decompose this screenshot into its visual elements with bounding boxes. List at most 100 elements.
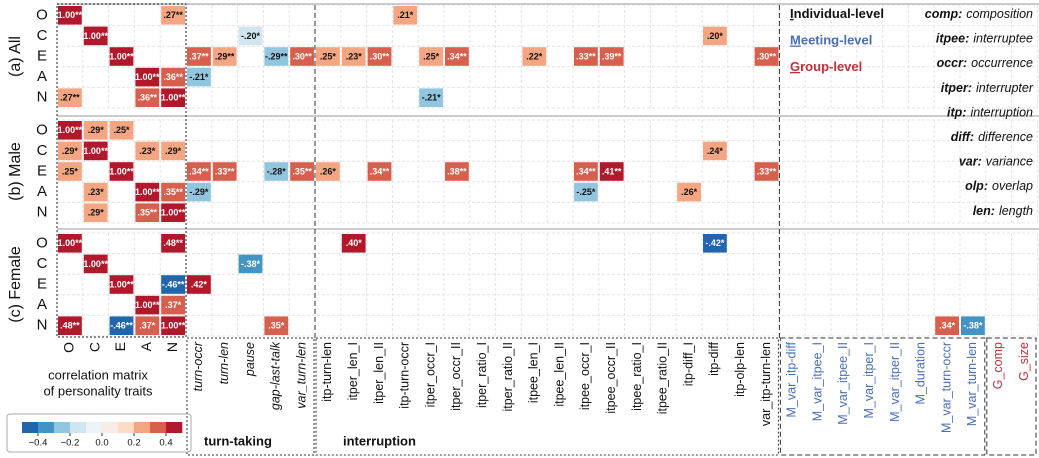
row-label: C [37, 255, 48, 272]
heatmap-cell [599, 162, 624, 181]
column-label: M_var_itp-diff [785, 341, 799, 417]
colorbar-segment [70, 422, 87, 433]
cell-label: .33** [576, 51, 596, 61]
colorbar-tick-label: 0.2 [127, 438, 140, 449]
column-label: G_comp [991, 342, 1005, 389]
colorbar-segment [118, 422, 135, 433]
cell-label: .29* [165, 146, 182, 156]
heatmap-cell [161, 203, 185, 222]
heatmap-cell [109, 162, 134, 181]
heatmap-cell [703, 234, 727, 253]
heatmap-cell [58, 141, 82, 161]
heatmap-cell [135, 203, 160, 222]
heatmap-cell [161, 234, 185, 253]
cell-label: .37* [139, 321, 156, 331]
heatmap-cell [187, 47, 211, 66]
column-label: var_itp-turn-len [759, 342, 773, 426]
cell-label: 1.00** [109, 279, 134, 289]
heatmap-cell [58, 316, 82, 335]
column-label: turn-occr [191, 341, 205, 391]
level-label: Individual-level [790, 6, 884, 21]
cell-label: 1.00** [109, 51, 134, 61]
column-label: itp-diff [707, 341, 721, 375]
cell-label: -.21* [422, 93, 442, 103]
cell-label: .35** [138, 208, 158, 218]
column-label: itper_occr_I [423, 342, 437, 407]
heatmap-cell [522, 47, 547, 66]
heatmap-cell [187, 162, 211, 181]
abbreviation-term: var: [959, 155, 982, 169]
cell-label: 1.00** [58, 238, 83, 248]
cell-label: 1.00** [83, 146, 108, 156]
column-label: M_var_itper_II [888, 342, 902, 422]
heatmap-cell [264, 316, 289, 335]
abbreviation: olp: overlap [965, 179, 1033, 193]
group-box [186, 337, 315, 456]
cell-label: .35** [292, 166, 312, 176]
heatmap-cell [187, 182, 211, 202]
column-label: var_turn-len [294, 342, 308, 409]
abbreviation: itper: interrupter [941, 81, 1034, 95]
column-label: M_var_itpee_I [810, 342, 824, 421]
heatmap-cell [754, 47, 779, 66]
column-label: itper_ratio_II [501, 342, 515, 411]
group-box [315, 337, 779, 456]
cell-label: .25* [423, 51, 440, 61]
cell-label: -.46** [110, 321, 133, 331]
column-label: M_var_itper_I [862, 342, 876, 418]
cell-label: 1.00** [109, 166, 134, 176]
colorbar-segment [166, 422, 183, 433]
abbreviation-meaning: interrupter [976, 81, 1034, 95]
column-label: E [112, 342, 128, 351]
cell-label: 1.00** [135, 72, 160, 82]
heatmap-cell [574, 47, 598, 66]
cell-label: -.29** [265, 51, 288, 61]
cell-label: .35* [268, 321, 285, 331]
colorbar-segment [150, 422, 167, 433]
group-label: of personality traits [43, 383, 153, 398]
heatmap-cell [316, 162, 340, 181]
heatmap-cell [187, 67, 211, 87]
cell-label: 1.00** [161, 321, 186, 331]
cell-label: .24* [707, 146, 724, 156]
level-label: Meeting-level [790, 33, 872, 48]
abbreviation: len: length [973, 204, 1033, 218]
cell-label: -.25* [576, 187, 596, 197]
row-label: N [37, 204, 48, 221]
heatmap-cell [161, 295, 185, 315]
cell-label: .42* [191, 279, 208, 289]
column-label: itp-turn-len [320, 342, 334, 402]
cell-label: .22* [526, 51, 543, 61]
cell-label: .34* [939, 321, 956, 331]
heatmap-cell [264, 47, 289, 66]
heatmap-cell [187, 275, 211, 294]
row-label: A [37, 296, 47, 313]
row-label: A [37, 68, 47, 85]
column-label: G_size [1017, 342, 1031, 381]
cell-label: -.28* [267, 166, 287, 176]
heatmap-cell [341, 47, 366, 66]
abbreviation-meaning: variance [986, 155, 1033, 169]
cell-label: .48** [60, 321, 80, 331]
column-label: itpee_ratio_I [630, 342, 644, 411]
cell-label: .23* [139, 146, 156, 156]
cell-label: .25* [113, 125, 130, 135]
row-label: O [36, 6, 48, 23]
abbreviation: occr: occurrence [937, 56, 1033, 70]
cell-label: -.20* [241, 31, 261, 41]
cell-label: .27** [163, 10, 183, 20]
cell-label: .34** [576, 166, 596, 176]
heatmap-cell [58, 6, 82, 25]
colorbar-segment [38, 422, 55, 433]
abbreviation-meaning: overlap [992, 179, 1033, 193]
abbreviation-meaning: interruptee [973, 32, 1033, 46]
cell-label: 1.00** [83, 31, 108, 41]
row-label: O [36, 234, 48, 251]
cell-label: .48** [163, 238, 183, 248]
cell-label: .25* [320, 51, 337, 61]
heatmap-cell [83, 182, 108, 202]
heatmap-cell [58, 88, 82, 107]
column-label: pause [243, 342, 257, 377]
